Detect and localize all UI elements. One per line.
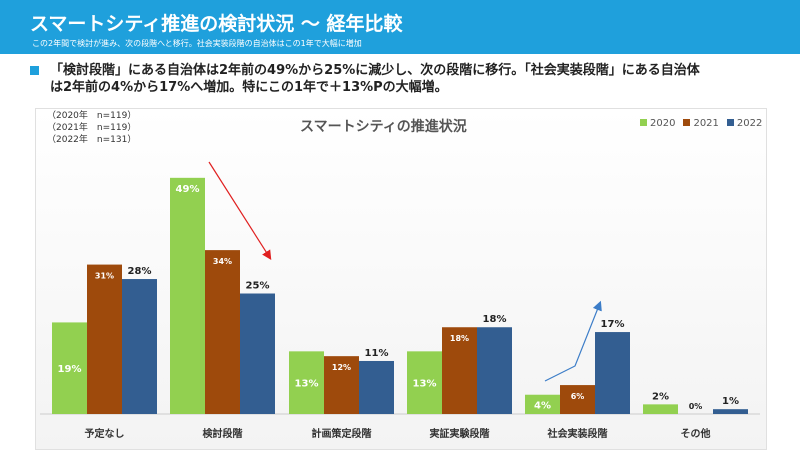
summary-bullet: 「検討段階」にある自治体は2年前の49%から25%に減少し、次の段階に移行。「社… — [30, 62, 770, 96]
data-label: 0% — [689, 402, 703, 411]
data-label: 4% — [534, 400, 551, 411]
bar-2020 — [643, 404, 678, 414]
increase-arrow — [544, 300, 602, 382]
category-label: 検討段階 — [203, 427, 243, 440]
chart-title: スマートシティの推進状況 — [300, 119, 467, 135]
bar-2022 — [595, 332, 630, 414]
category-label: 予定なし — [85, 427, 125, 440]
bar-2020 — [52, 322, 87, 414]
data-label: 19% — [58, 364, 82, 375]
sample-note: （2022年 n=131） — [47, 135, 137, 145]
data-label: 12% — [332, 363, 351, 372]
bar-2021 — [324, 356, 359, 414]
data-label: 1% — [722, 396, 739, 407]
category-label: その他 — [681, 427, 711, 440]
data-label: 18% — [450, 334, 469, 343]
data-label: 11% — [365, 348, 389, 359]
bar-2022 — [713, 409, 748, 414]
bar-2020 — [407, 351, 442, 414]
category-label: 社会実装段階 — [547, 427, 608, 440]
bar-2022 — [122, 279, 157, 414]
bar-2020 — [525, 394, 560, 414]
data-label: 13% — [413, 379, 437, 390]
legend-item-2020: 2020 — [640, 118, 675, 129]
page-title: スマートシティ推進の検討状況 〜 経年比較 — [30, 13, 403, 35]
data-label: 2% — [652, 391, 669, 402]
data-label: 34% — [213, 257, 232, 266]
summary-line-1: 「検討段階」にある自治体は2年前の49%から25%に減少し、次の段階に移行。「社… — [50, 63, 700, 78]
chart-legend: 2020 2021 2022 — [640, 118, 762, 129]
sample-note: （2021年 n=119） — [47, 123, 137, 133]
legend-item-2022: 2022 — [726, 118, 762, 129]
bullet-square-icon — [30, 66, 39, 75]
data-label: 18% — [483, 314, 507, 325]
bar-2021 — [442, 327, 477, 414]
legend-item-2021: 2021 — [683, 118, 719, 129]
summary-line-2: は2年前の4%から17%へ増加。特にこの1年で＋13%Pの大幅増。 — [50, 80, 448, 95]
data-label: 17% — [601, 319, 625, 330]
sample-note: （2020年 n=119） — [47, 111, 137, 121]
bar-2022 — [240, 293, 275, 414]
bar-2021 — [205, 250, 240, 414]
data-label: 13% — [295, 379, 319, 390]
bar-2022 — [477, 327, 512, 414]
sample-notes: （2020年 n=119） （2021年 n=119） （2022年 n=131… — [47, 110, 136, 146]
bar-2022 — [359, 360, 394, 414]
page-subtitle: この2年間で検討が進み、次の段階へと移行。社会実装段階の自治体はこの1年で大幅に… — [32, 39, 362, 48]
category-label: 実証実験段階 — [430, 427, 490, 440]
data-label: 31% — [95, 272, 114, 281]
data-label: 28% — [128, 266, 152, 277]
bar-2020 — [170, 177, 205, 414]
bar-2021 — [87, 264, 122, 414]
header: スマートシティ推進の検討状況 〜 経年比較 この2年間で検討が進み、次の段階へと… — [0, 0, 800, 54]
data-label: 49% — [176, 184, 200, 195]
bar-2021 — [560, 385, 595, 414]
category-label: 計画策定段階 — [312, 427, 372, 440]
bar-2020 — [289, 351, 324, 414]
decrease-arrow — [208, 161, 272, 261]
data-label: 6% — [571, 392, 585, 401]
data-label: 25% — [246, 281, 270, 292]
